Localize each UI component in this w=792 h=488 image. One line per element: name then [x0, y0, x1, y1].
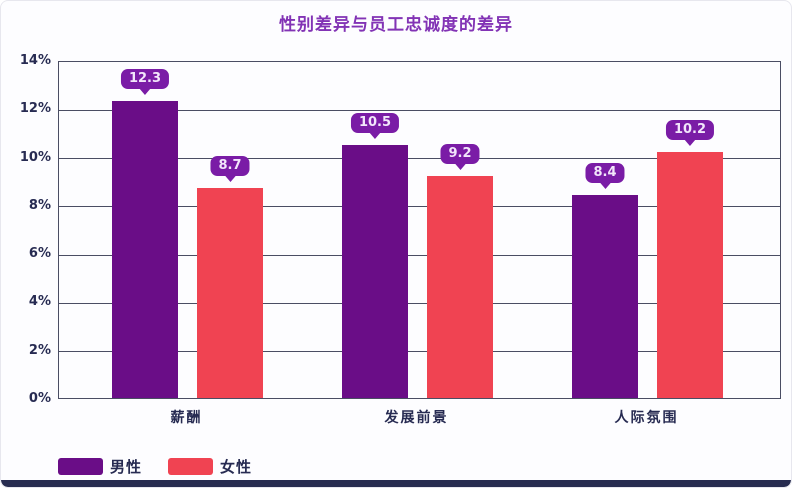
- value-label: 12.3: [120, 69, 170, 90]
- legend-item-male: 男性: [58, 456, 142, 477]
- value-callout: 8.7: [210, 155, 250, 182]
- legend-swatch-male: [58, 458, 103, 475]
- value-callout: 10.2: [665, 119, 715, 146]
- category-label: 薪酬: [170, 410, 203, 426]
- y-axis-tick: 12%: [19, 101, 51, 117]
- value-label: 10.5: [350, 112, 400, 133]
- bar-female: [197, 187, 263, 398]
- callout-pointer: [599, 182, 611, 190]
- callout-pointer: [224, 174, 236, 182]
- gridline: [59, 351, 780, 353]
- legend-label-male: 男性: [110, 458, 143, 476]
- bar-male: [572, 195, 638, 398]
- value-label: 9.2: [440, 143, 480, 164]
- bar-male: [112, 101, 178, 398]
- callout-pointer: [683, 138, 696, 146]
- value-callout: 12.3: [120, 69, 170, 96]
- callout-pointer: [454, 162, 466, 170]
- chart-title: 性别差异与员工忠诚度的差异: [279, 15, 513, 35]
- bar-female: [657, 151, 723, 398]
- y-axis-tick: 0%: [28, 391, 51, 406]
- y-axis-tick: 2%: [28, 342, 51, 358]
- value-callout: 10.5: [350, 112, 400, 139]
- category-label: 人际氛围: [614, 410, 679, 426]
- value-label: 10.2: [665, 119, 715, 140]
- bottom-accent-strip: [1, 480, 791, 487]
- legend-swatch-female: [168, 458, 214, 475]
- y-axis-tick: 10%: [19, 149, 51, 165]
- gridline: [59, 158, 780, 160]
- gridline: [59, 109, 780, 111]
- gridline: [59, 206, 780, 208]
- value-callout: 8.4: [585, 163, 625, 190]
- bar-female: [427, 175, 493, 398]
- callout-pointer: [368, 131, 381, 139]
- value-label: 8.4: [585, 163, 625, 184]
- bar-male: [342, 144, 408, 398]
- value-callout: 9.2: [440, 143, 480, 170]
- gridline: [59, 302, 780, 304]
- plot-area: 12.3 8.7 10.5 9.2 8.4 10.2: [58, 61, 781, 399]
- legend: 男性 女性: [58, 456, 252, 477]
- legend-item-female: 女性: [168, 456, 252, 477]
- category-label: 发展前景: [384, 410, 449, 426]
- legend-label-female: 女性: [220, 458, 253, 476]
- y-axis-tick: 14%: [19, 53, 51, 68]
- y-axis-tick: 4%: [28, 294, 51, 310]
- callout-pointer: [138, 88, 151, 96]
- gridline: [59, 254, 780, 256]
- y-axis-tick: 8%: [28, 197, 51, 213]
- value-label: 8.7: [210, 155, 250, 176]
- y-axis-tick: 6%: [28, 246, 51, 262]
